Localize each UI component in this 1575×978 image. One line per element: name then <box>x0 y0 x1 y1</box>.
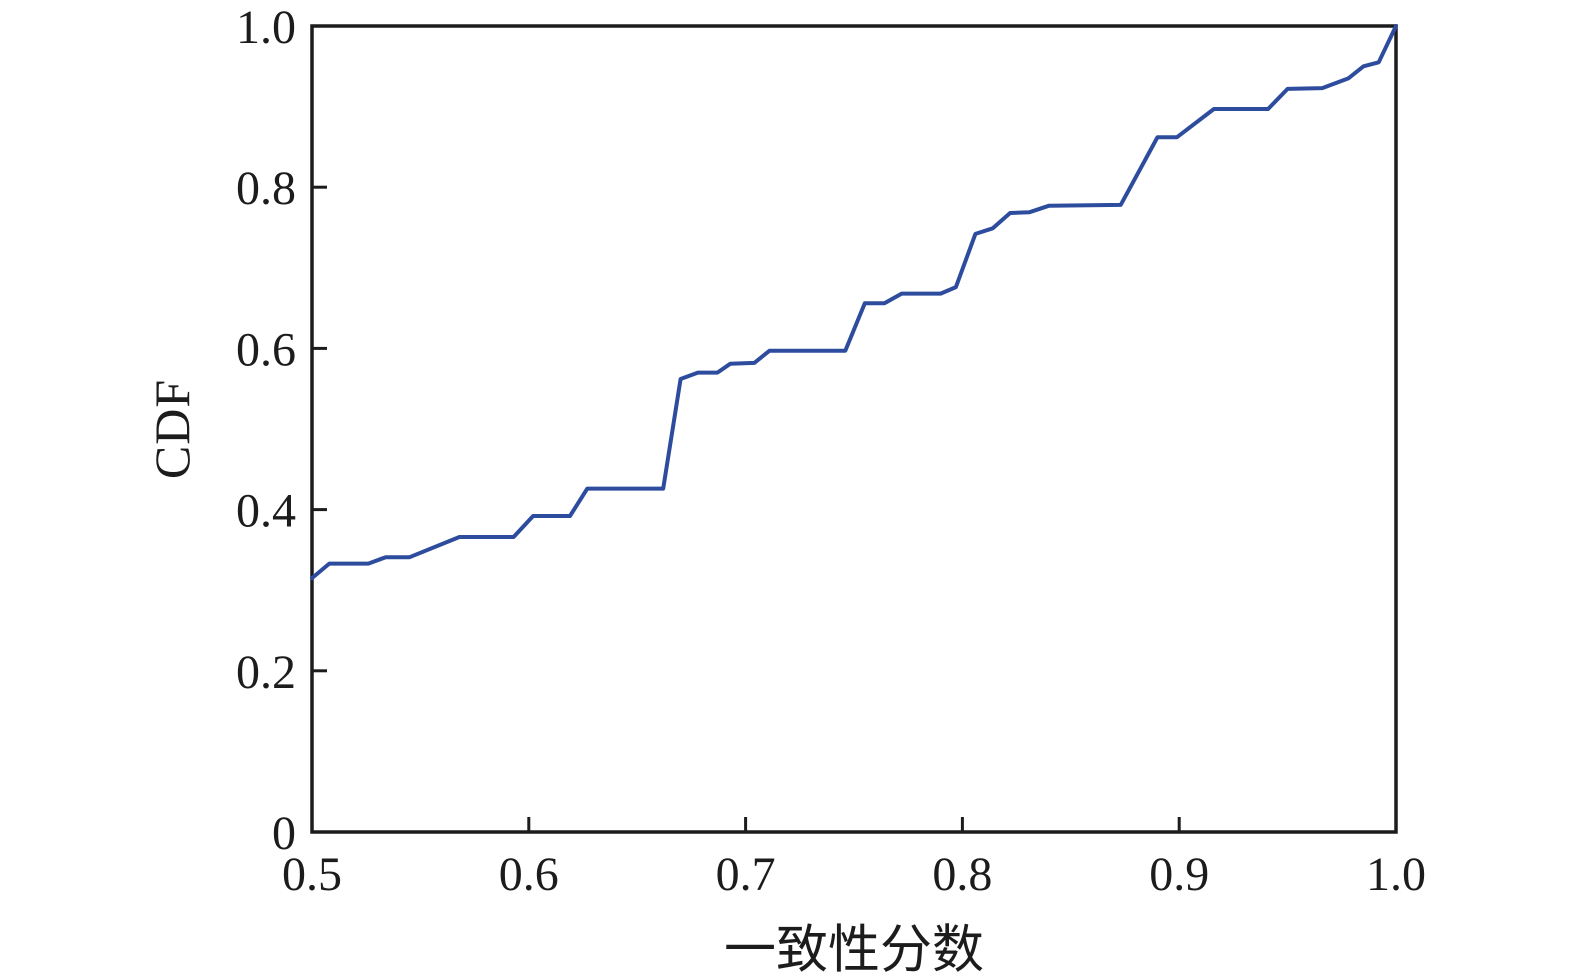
x-tick-label: 1.0 <box>1366 848 1426 901</box>
x-tick-label: 0.6 <box>499 848 559 901</box>
x-tick-label: 0.9 <box>1149 848 1209 901</box>
plot-border <box>310 24 1398 834</box>
y-tick-label: 1.0 <box>236 1 296 54</box>
cdf-curve <box>310 24 1398 581</box>
x-tick-label: 0.8 <box>932 848 992 901</box>
y-tick-label: 0.6 <box>236 323 296 376</box>
y-tick-label: 0.4 <box>236 485 296 538</box>
y-tick-label: 0.2 <box>236 646 296 699</box>
x-axis-title: 一致性分数 <box>723 922 985 978</box>
y-axis-title: CDF <box>144 378 200 480</box>
y-tick-label: 0 <box>272 807 296 860</box>
x-tick-label: 0.5 <box>282 848 342 901</box>
y-tick-label: 0.8 <box>236 162 296 215</box>
x-tick-label: 0.7 <box>716 848 776 901</box>
